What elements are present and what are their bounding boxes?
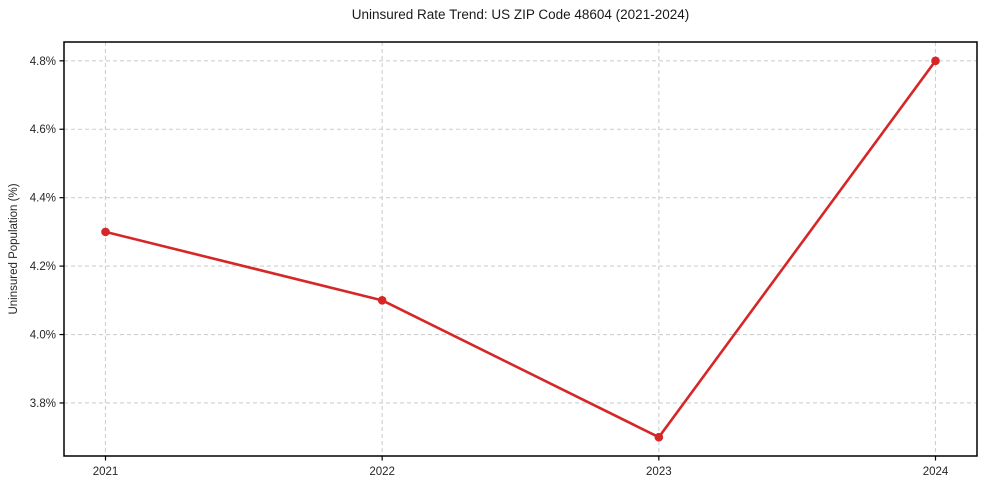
y-tick-label: 4.8% <box>30 56 56 68</box>
chart-title: Uninsured Rate Trend: US ZIP Code 48604 … <box>351 7 690 22</box>
y-tick-label: 3.8% <box>30 398 56 410</box>
y-tick-label: 4.6% <box>30 124 56 136</box>
plot-border <box>63 41 978 457</box>
x-tick-label: 2024 <box>923 466 949 478</box>
x-tick-label: 2023 <box>646 466 672 478</box>
y-tick-label: 4.0% <box>30 330 56 342</box>
data-point <box>654 432 664 442</box>
y-tick-label: 4.4% <box>30 193 56 205</box>
trend-line <box>104 59 937 439</box>
data-point <box>931 56 940 66</box>
x-tick-label: 2022 <box>369 466 395 478</box>
y-tick-label: 4.2% <box>30 261 56 273</box>
x-tick-label: 2021 <box>93 466 119 478</box>
data-point <box>101 227 110 237</box>
data-point <box>377 296 387 305</box>
